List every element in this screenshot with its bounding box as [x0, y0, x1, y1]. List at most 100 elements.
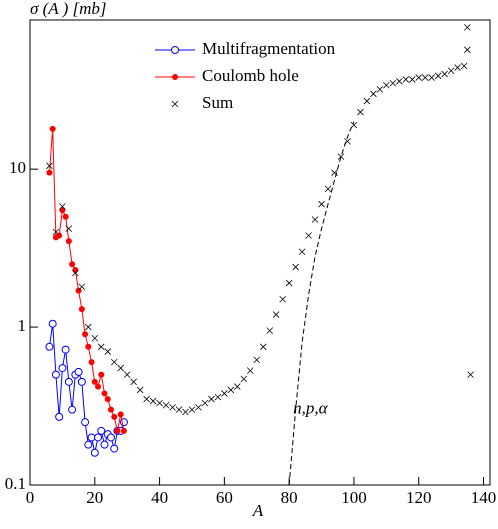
y-tick-label: 1 [18, 316, 27, 335]
point [402, 76, 410, 83]
point [48, 319, 57, 328]
point [383, 81, 390, 89]
point [337, 153, 345, 160]
series-line [48, 128, 125, 432]
point [259, 343, 267, 351]
point [428, 74, 435, 81]
point [51, 370, 60, 379]
point [91, 378, 98, 385]
point [227, 386, 235, 394]
legend-marker [171, 100, 179, 108]
point [104, 348, 112, 355]
point [208, 395, 215, 403]
point [72, 266, 79, 273]
point [85, 343, 92, 350]
point [52, 228, 60, 236]
point [78, 306, 85, 313]
point [120, 427, 127, 434]
point [363, 97, 371, 105]
point [279, 295, 286, 303]
point [169, 404, 176, 411]
point [318, 200, 325, 208]
point [162, 401, 170, 409]
point [49, 125, 56, 132]
point [46, 169, 53, 176]
point [95, 383, 102, 390]
point [98, 371, 105, 378]
point [221, 390, 228, 397]
point [59, 203, 66, 210]
point [272, 311, 280, 318]
point [68, 405, 77, 414]
point [464, 24, 471, 31]
x-tick-label: 100 [341, 488, 367, 507]
point [69, 261, 76, 268]
point [214, 393, 222, 401]
curve-annotation: n,p,α [293, 399, 329, 418]
legend-label: Multifragmentation [202, 39, 336, 58]
point [101, 390, 108, 397]
point [240, 375, 248, 383]
point [324, 185, 332, 193]
point [234, 383, 241, 390]
point [77, 377, 86, 386]
point [78, 283, 86, 291]
point [107, 406, 114, 413]
point [285, 279, 293, 287]
point [292, 263, 299, 271]
point [81, 418, 90, 427]
y-tick-label: 0.1 [5, 474, 26, 493]
point [467, 371, 474, 378]
point [75, 287, 82, 294]
point [87, 433, 96, 442]
y-tick-label: 10 [9, 158, 26, 177]
point [94, 433, 103, 442]
x-tick-label: 0 [26, 488, 35, 507]
point [460, 62, 468, 70]
point [59, 207, 66, 214]
point [136, 386, 144, 394]
point [111, 413, 118, 420]
point [55, 412, 64, 421]
point [65, 225, 73, 232]
point [389, 79, 397, 87]
legend-marker [172, 74, 178, 80]
point [396, 78, 403, 85]
point [117, 364, 124, 372]
point [72, 269, 79, 277]
point [100, 440, 109, 449]
x-tick-label: 80 [281, 488, 298, 507]
point [84, 440, 93, 449]
point [65, 238, 72, 245]
x-tick-label: 40 [151, 488, 168, 507]
point [195, 404, 202, 411]
point [90, 448, 99, 457]
point [74, 367, 83, 376]
point [175, 406, 183, 413]
point [117, 411, 124, 418]
point [188, 406, 196, 413]
point [156, 399, 163, 407]
point [441, 70, 448, 78]
point [143, 395, 150, 403]
point [370, 90, 377, 98]
point [46, 162, 53, 170]
point [357, 108, 364, 116]
point [434, 72, 442, 80]
point [447, 67, 455, 75]
point [45, 342, 54, 351]
legend-label: Coulomb hole [202, 66, 299, 85]
point [266, 327, 274, 334]
point [298, 248, 306, 256]
point [114, 427, 121, 434]
point [149, 397, 157, 405]
x-tick-label: 120 [406, 488, 432, 507]
x-axis-label: A [252, 501, 264, 520]
point [454, 64, 461, 71]
point [253, 356, 261, 364]
point [408, 76, 416, 83]
point [88, 359, 95, 366]
x-tick-label: 60 [216, 488, 233, 507]
dashed-curve [288, 121, 355, 486]
